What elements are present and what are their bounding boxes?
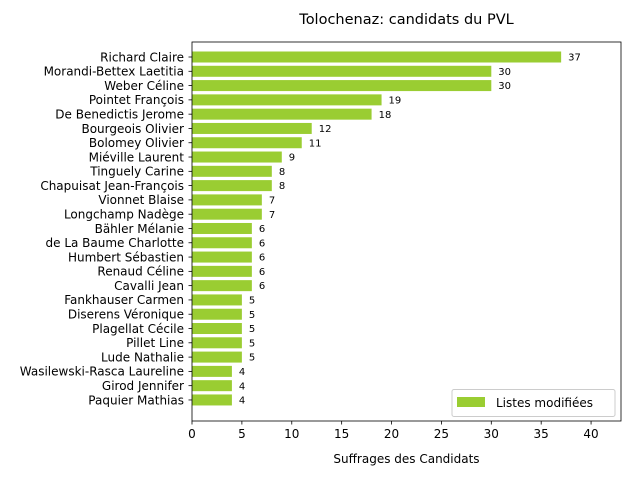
y-tick-label: Weber Céline (104, 79, 184, 93)
y-tick-label: Cavalli Jean (114, 279, 184, 293)
y-tick-label: Bourgeois Olivier (81, 122, 184, 136)
y-tick-label: De Benedictis Jerome (55, 107, 184, 121)
y-tick-label: Richard Claire (100, 50, 184, 64)
y-tick-label: Plagellat Cécile (92, 322, 184, 336)
y-tick-label: Humbert Sébastien (68, 250, 184, 264)
data-label: 11 (309, 138, 322, 149)
y-tick-label: Pointet François (89, 93, 184, 107)
data-label: 37 (568, 53, 581, 64)
bar (192, 222, 252, 234)
bar (192, 394, 232, 406)
bar (192, 208, 262, 220)
bar (192, 323, 242, 335)
y-tick-label: Wasilewski-Rasca Laureline (20, 365, 184, 379)
data-label: 7 (269, 196, 275, 207)
bar (192, 365, 232, 377)
data-label: 6 (259, 253, 265, 264)
x-tick-label: 30 (484, 427, 499, 441)
y-tick-label: Miéville Laurent (89, 150, 185, 164)
data-label: 9 (289, 153, 295, 164)
data-label: 12 (319, 124, 332, 135)
y-tick-label: Vionnet Blaise (98, 193, 184, 207)
legend-label: Listes modifiées (496, 396, 593, 410)
data-label: 18 (379, 110, 392, 121)
y-tick-label: Chapuisat Jean-François (40, 179, 184, 193)
x-tick-label: 20 (384, 427, 399, 441)
data-label: 8 (279, 167, 285, 178)
data-label: 4 (239, 396, 245, 407)
bar (192, 237, 252, 249)
bar (192, 294, 242, 306)
y-tick-label: Diserens Véronique (68, 308, 184, 322)
y-tick-label: Pillet Line (126, 336, 184, 350)
bar (192, 80, 492, 92)
data-label: 19 (389, 95, 402, 106)
y-tick-label: de La Baume Charlotte (46, 236, 185, 250)
x-axis-title: Suffrages des Candidats (333, 452, 479, 466)
x-tick-label: 10 (284, 427, 299, 441)
y-tick-label: Bolomey Olivier (89, 136, 184, 150)
data-label: 6 (259, 267, 265, 278)
chart-title: Tolochenaz: candidats du PVL (298, 12, 513, 28)
data-label: 30 (498, 81, 511, 92)
y-tick-label: Renaud Céline (97, 265, 184, 279)
data-label: 6 (259, 224, 265, 235)
bar (192, 51, 562, 63)
y-tick-label: Morandi-Bettex Laetitia (44, 65, 184, 79)
data-label: 30 (498, 67, 511, 78)
plot-frame (191, 41, 622, 422)
data-label: 5 (249, 296, 255, 307)
x-tick-label: 0 (188, 427, 196, 441)
data-label: 6 (259, 281, 265, 292)
bar (192, 122, 312, 134)
bar (192, 351, 242, 363)
data-label: 6 (259, 238, 265, 249)
bar (192, 194, 262, 206)
y-tick-label: Paquier Mathias (88, 393, 184, 407)
bar (192, 108, 372, 120)
legend: Listes modifiées (451, 389, 616, 417)
data-label: 4 (239, 367, 245, 378)
x-tick-label: 35 (534, 427, 549, 441)
data-label: 5 (249, 310, 255, 321)
y-tick-label: Bähler Mélanie (95, 222, 184, 236)
bar (192, 151, 282, 163)
bar (192, 380, 232, 392)
data-label: 7 (269, 210, 275, 221)
bar (192, 165, 272, 177)
data-label: 8 (279, 181, 285, 192)
legend-swatch (457, 397, 485, 407)
bar (192, 65, 492, 77)
y-tick-label: Tinguely Carine (89, 165, 184, 179)
y-tick-label: Lude Nathalie (101, 350, 184, 364)
data-label: 5 (249, 338, 255, 349)
bar (192, 337, 242, 349)
bar (192, 180, 272, 192)
bar (192, 280, 252, 292)
data-label: 4 (239, 381, 245, 392)
y-tick-label: Girod Jennifer (102, 379, 184, 393)
x-tick-label: 25 (434, 427, 449, 441)
bar (192, 308, 242, 320)
y-tick-label: Longchamp Nadège (64, 207, 184, 221)
data-label: 5 (249, 353, 255, 364)
legend-frame (451, 389, 616, 417)
y-tick-label: Fankhauser Carmen (64, 293, 184, 307)
bar (192, 265, 252, 277)
x-tick-label: 5 (238, 427, 246, 441)
bar (192, 251, 252, 263)
x-tick-label: 40 (583, 427, 598, 441)
x-tick-label: 15 (334, 427, 349, 441)
bar (192, 94, 382, 106)
data-label: 5 (249, 324, 255, 335)
bar (192, 137, 302, 149)
